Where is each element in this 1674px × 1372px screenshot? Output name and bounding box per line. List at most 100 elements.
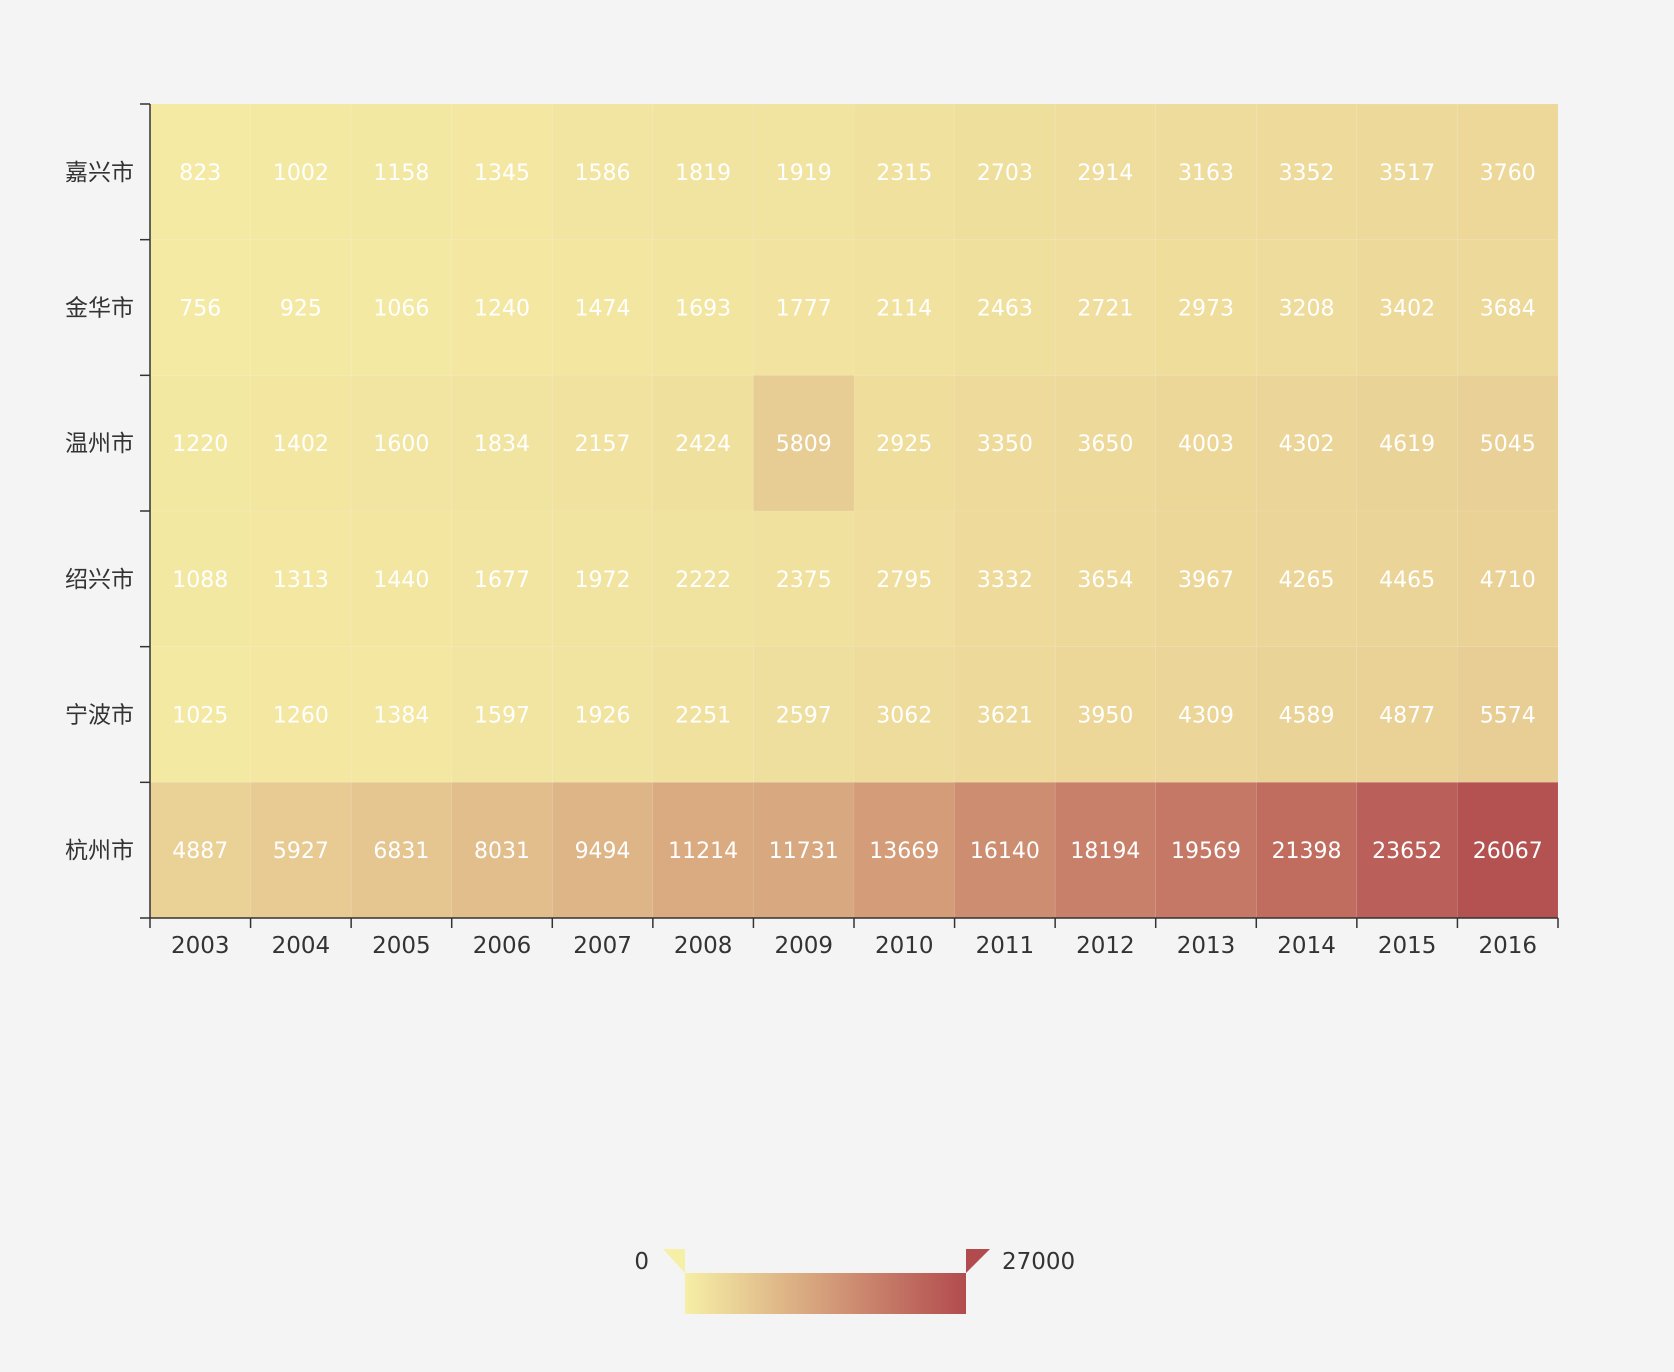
heatmap-cell[interactable] (250, 510, 352, 647)
cell-value-label: 4465 (1379, 568, 1435, 593)
cell-value-label: 9494 (575, 839, 631, 864)
heatmap-cell[interactable] (1457, 782, 1559, 919)
heatmap-cell[interactable] (149, 375, 251, 512)
heatmap-cell[interactable] (1256, 646, 1358, 783)
heatmap-cell[interactable] (451, 239, 553, 376)
cell-value-label: 26067 (1473, 839, 1543, 864)
heatmap-cell[interactable] (451, 510, 553, 647)
heatmap-cell[interactable] (1054, 782, 1156, 919)
heatmap-cell[interactable] (451, 782, 553, 919)
heatmap-cell[interactable] (652, 646, 754, 783)
cell-value-label: 5045 (1480, 432, 1536, 457)
heatmap-cell[interactable] (149, 103, 251, 240)
heatmap-cell[interactable] (1256, 782, 1358, 919)
heatmap-cell[interactable] (1054, 103, 1156, 240)
heatmap-cell[interactable] (652, 375, 754, 512)
heatmap-cell[interactable] (350, 646, 452, 783)
heatmap-cell[interactable] (552, 646, 654, 783)
heatmap-cell[interactable] (1155, 239, 1257, 376)
heatmap-cell[interactable] (652, 239, 754, 376)
heatmap-cell[interactable] (149, 239, 251, 376)
visual-map-bar[interactable] (685, 1273, 966, 1314)
heatmap-cell[interactable] (853, 646, 955, 783)
heatmap-cell[interactable] (451, 103, 553, 240)
heatmap-cell[interactable] (954, 782, 1056, 919)
heatmap-cell[interactable] (350, 375, 452, 512)
heatmap-cell[interactable] (350, 782, 452, 919)
cell-value-label: 1926 (575, 704, 631, 729)
cell-value-label: 1597 (474, 704, 530, 729)
heatmap-cell[interactable] (652, 782, 754, 919)
cell-value-label: 1919 (776, 161, 832, 186)
heatmap-cell[interactable] (552, 510, 654, 647)
heatmap-cell[interactable] (954, 239, 1056, 376)
cell-value-label: 4619 (1379, 432, 1435, 457)
heatmap-cell[interactable] (1457, 103, 1559, 240)
heatmap-cell[interactable] (350, 510, 452, 647)
cell-value-label: 3654 (1077, 568, 1133, 593)
cell-value-label: 1474 (575, 297, 631, 322)
heatmap-cell[interactable] (753, 510, 855, 647)
heatmap-cell[interactable] (1155, 375, 1257, 512)
heatmap-cell[interactable] (1155, 782, 1257, 919)
heatmap-cell[interactable] (149, 782, 251, 919)
cell-value-label: 11731 (769, 839, 839, 864)
x-axis-tick-label: 2012 (1076, 933, 1135, 959)
heatmap-cell[interactable] (1256, 375, 1358, 512)
heatmap-cell[interactable] (552, 239, 654, 376)
cell-value-label: 16140 (970, 839, 1040, 864)
heatmap-cell[interactable] (350, 103, 452, 240)
heatmap-cell[interactable] (1356, 103, 1458, 240)
heatmap-cell[interactable] (250, 782, 352, 919)
heatmap-cell[interactable] (1155, 646, 1257, 783)
heatmap-cell[interactable] (1155, 510, 1257, 647)
cell-value-label: 925 (280, 297, 322, 322)
heatmap-cell[interactable] (753, 239, 855, 376)
heatmap-cell[interactable] (1457, 510, 1559, 647)
heatmap-cell[interactable] (1054, 375, 1156, 512)
visual-map-handle-min[interactable] (663, 1249, 685, 1273)
heatmap-cell[interactable] (652, 103, 754, 240)
heatmap-cell[interactable] (954, 510, 1056, 647)
heatmap-cell[interactable] (250, 239, 352, 376)
heatmap-cell[interactable] (753, 103, 855, 240)
x-axis-tick-label: 2005 (372, 933, 431, 959)
heatmap-cell[interactable] (954, 375, 1056, 512)
heatmap-cell[interactable] (1256, 103, 1358, 240)
heatmap-cell[interactable] (753, 782, 855, 919)
heatmap-cell[interactable] (853, 782, 955, 919)
heatmap-cell[interactable] (1457, 646, 1559, 783)
heatmap-cell[interactable] (1256, 510, 1358, 647)
heatmap-cell[interactable] (1356, 646, 1458, 783)
heatmap-cell[interactable] (1054, 646, 1156, 783)
heatmap-cell[interactable] (149, 510, 251, 647)
cell-value-label: 6831 (373, 839, 429, 864)
cell-value-label: 1158 (373, 161, 429, 186)
cell-value-label: 1586 (575, 161, 631, 186)
heatmap-cell[interactable] (350, 239, 452, 376)
cell-value-label: 2795 (876, 568, 932, 593)
heatmap-cell[interactable] (853, 510, 955, 647)
heatmap-cell[interactable] (853, 239, 955, 376)
heatmap-cell[interactable] (1155, 103, 1257, 240)
cell-value-label: 1600 (373, 432, 429, 457)
heatmap-cell[interactable] (552, 782, 654, 919)
heatmap-cell[interactable] (552, 103, 654, 240)
heatmap-cell[interactable] (250, 103, 352, 240)
heatmap-cell[interactable] (853, 103, 955, 240)
heatmap-cell[interactable] (853, 375, 955, 512)
cell-value-label: 13669 (869, 839, 939, 864)
cell-value-label: 2251 (675, 704, 731, 729)
heatmap-cell[interactable] (1356, 510, 1458, 647)
heatmap-cell[interactable] (1356, 239, 1458, 376)
visual-map-handle-max[interactable] (966, 1249, 990, 1273)
heatmap-cell[interactable] (1457, 375, 1559, 512)
heatmap-cell[interactable] (1256, 239, 1358, 376)
heatmap-cell[interactable] (1356, 782, 1458, 919)
heatmap-cell[interactable] (1457, 239, 1559, 376)
cell-value-label: 5809 (776, 432, 832, 457)
heatmap-cell[interactable] (753, 375, 855, 512)
y-axis-tick-label: 金华市 (65, 296, 134, 322)
cell-value-label: 1834 (474, 432, 530, 457)
heatmap-cell[interactable] (652, 510, 754, 647)
